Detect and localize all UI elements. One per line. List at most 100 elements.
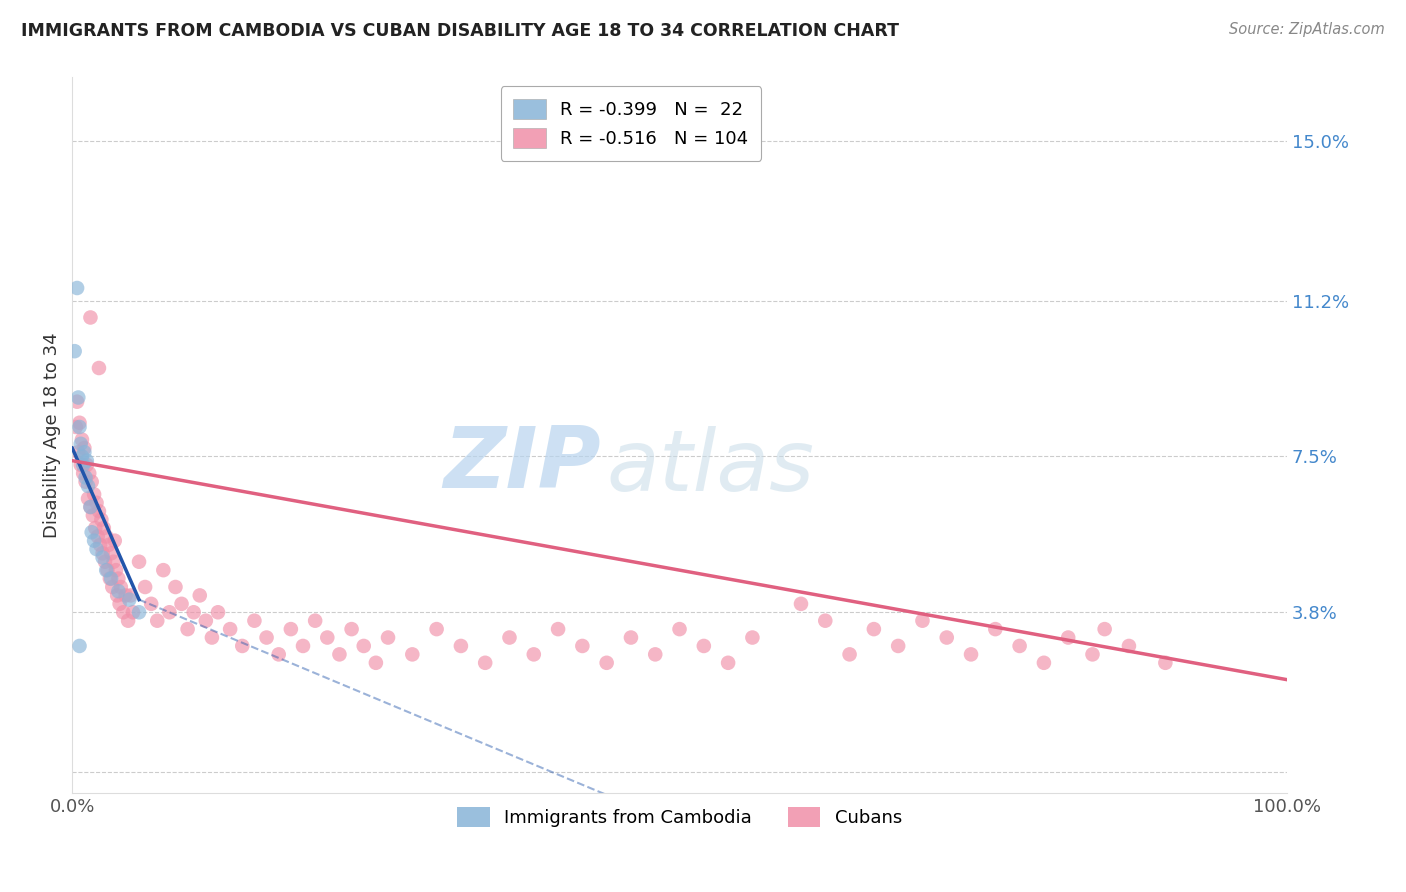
- Point: [790, 597, 813, 611]
- Point: [170, 597, 193, 611]
- Point: [86, 542, 108, 557]
- Point: [353, 639, 375, 653]
- Point: [194, 614, 217, 628]
- Point: [935, 631, 957, 645]
- Point: [84, 521, 107, 535]
- Point: [104, 563, 127, 577]
- Point: [377, 631, 399, 645]
- Point: [87, 529, 110, 543]
- Point: [69, 458, 91, 472]
- Point: [87, 361, 110, 376]
- Point: [80, 525, 103, 540]
- Point: [1081, 648, 1104, 662]
- Point: [328, 648, 350, 662]
- Point: [838, 648, 860, 662]
- Point: [93, 521, 115, 535]
- Point: [96, 529, 118, 543]
- Point: [104, 533, 127, 548]
- Point: [90, 513, 112, 527]
- Point: [100, 572, 122, 586]
- Point: [668, 622, 690, 636]
- Point: [94, 555, 117, 569]
- Point: [67, 445, 90, 459]
- Point: [76, 453, 98, 467]
- Point: [79, 500, 101, 514]
- Point: [960, 648, 983, 662]
- Point: [256, 631, 278, 645]
- Point: [77, 491, 100, 506]
- Point: [91, 546, 114, 560]
- Point: [76, 458, 98, 472]
- Point: [292, 639, 315, 653]
- Point: [267, 648, 290, 662]
- Point: [176, 622, 198, 636]
- Point: [79, 310, 101, 325]
- Point: [103, 555, 125, 569]
- Point: [120, 589, 142, 603]
- Point: [1032, 656, 1054, 670]
- Point: [101, 580, 124, 594]
- Point: [105, 589, 128, 603]
- Point: [984, 622, 1007, 636]
- Point: [108, 597, 131, 611]
- Point: [316, 631, 339, 645]
- Point: [157, 605, 180, 619]
- Text: IMMIGRANTS FROM CAMBODIA VS CUBAN DISABILITY AGE 18 TO 34 CORRELATION CHART: IMMIGRANTS FROM CAMBODIA VS CUBAN DISABI…: [21, 22, 898, 40]
- Point: [72, 458, 94, 472]
- Point: [96, 563, 118, 577]
- Point: [450, 639, 472, 653]
- Point: [814, 614, 837, 628]
- Point: [134, 580, 156, 594]
- Point: [70, 450, 93, 464]
- Point: [152, 563, 174, 577]
- Point: [243, 614, 266, 628]
- Point: [364, 656, 387, 670]
- Point: [73, 441, 96, 455]
- Point: [146, 614, 169, 628]
- Point: [107, 584, 129, 599]
- Point: [67, 391, 90, 405]
- Point: [122, 605, 145, 619]
- Point: [141, 597, 163, 611]
- Point: [63, 344, 86, 359]
- Point: [741, 631, 763, 645]
- Point: [201, 631, 224, 645]
- Point: [547, 622, 569, 636]
- Point: [1057, 631, 1080, 645]
- Point: [117, 614, 139, 628]
- Point: [97, 538, 120, 552]
- Point: [98, 572, 121, 586]
- Point: [304, 614, 326, 628]
- Point: [110, 580, 132, 594]
- Point: [80, 475, 103, 489]
- Point: [693, 639, 716, 653]
- Point: [69, 639, 91, 653]
- Legend: Immigrants from Cambodia, Cubans: Immigrants from Cambodia, Cubans: [450, 800, 910, 834]
- Point: [911, 614, 934, 628]
- Point: [620, 631, 643, 645]
- Point: [72, 467, 94, 481]
- Point: [65, 420, 87, 434]
- Point: [523, 648, 546, 662]
- Point: [66, 394, 89, 409]
- Point: [165, 580, 187, 594]
- Point: [91, 550, 114, 565]
- Point: [70, 433, 93, 447]
- Point: [66, 281, 89, 295]
- Point: [1118, 639, 1140, 653]
- Y-axis label: Disability Age 18 to 34: Disability Age 18 to 34: [44, 333, 60, 538]
- Point: [340, 622, 363, 636]
- Point: [83, 487, 105, 501]
- Point: [571, 639, 593, 653]
- Point: [863, 622, 886, 636]
- Point: [717, 656, 740, 670]
- Point: [75, 470, 97, 484]
- Point: [644, 648, 666, 662]
- Point: [83, 533, 105, 548]
- Text: Source: ZipAtlas.com: Source: ZipAtlas.com: [1229, 22, 1385, 37]
- Point: [77, 479, 100, 493]
- Point: [426, 622, 449, 636]
- Point: [82, 508, 104, 523]
- Point: [75, 475, 97, 489]
- Text: atlas: atlas: [606, 426, 814, 509]
